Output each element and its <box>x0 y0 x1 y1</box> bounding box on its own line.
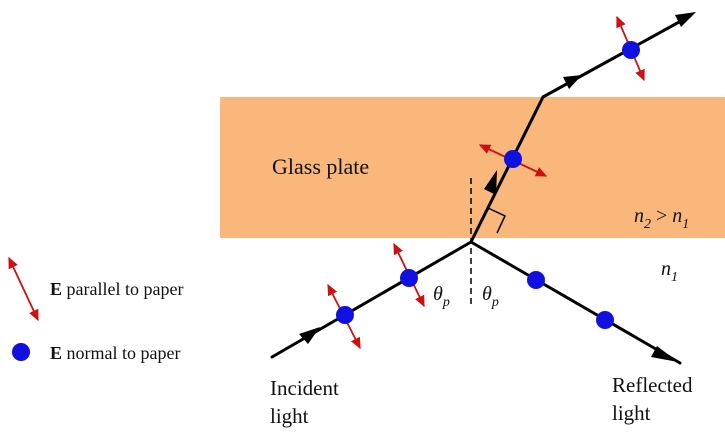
plate-label: Glass plate <box>272 154 369 179</box>
reflected-ray <box>469 240 682 365</box>
legend-parallel-text: E parallel to paper <box>50 279 183 299</box>
right-angle-mark <box>487 207 506 234</box>
legend-normal-text: E normal to paper <box>50 343 180 363</box>
blue-dot-transmitted <box>622 41 640 59</box>
reflected-line-1: Reflected <box>612 373 693 397</box>
arrowhead-transmitted-2 <box>675 12 696 27</box>
e-normal-dots <box>12 41 640 361</box>
glass-plate <box>220 97 725 238</box>
incident-line-1: Incident <box>270 376 339 400</box>
transmitted-ray <box>541 14 692 99</box>
blue-dot-incident-2 <box>400 269 418 287</box>
arrowhead-reflected <box>651 346 678 362</box>
incident-line-2: light <box>270 404 309 428</box>
blue-dot-reflected-1 <box>527 271 545 289</box>
blue-dot-reflected-2 <box>596 311 614 329</box>
arrowheads <box>299 12 696 362</box>
legend-double-arrow <box>8 256 39 322</box>
angle-label-right: θp <box>482 283 499 310</box>
reflected-caption: Reflected light <box>612 373 698 425</box>
legend-blue-dot <box>12 343 30 361</box>
blue-dot-incident-1 <box>336 306 354 324</box>
arrowhead-incident <box>299 327 320 344</box>
angle-label-left: θp <box>433 283 450 310</box>
index-relation: n2 > n1 <box>634 205 689 232</box>
reflected-line-2: light <box>612 401 651 425</box>
incident-caption: Incident light <box>270 376 344 428</box>
arrowhead-transmitted-1 <box>563 75 582 89</box>
blue-dot-refracted <box>504 150 522 168</box>
medium-label: n1 <box>661 258 678 285</box>
